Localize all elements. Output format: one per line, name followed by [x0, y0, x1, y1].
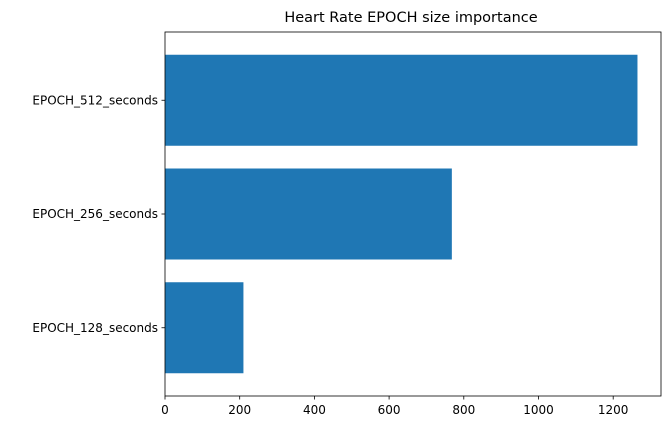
bar-EPOCH_256_seconds: [165, 168, 452, 260]
bar-EPOCH_512_seconds: [165, 54, 638, 146]
y-axis-ticks: EPOCH_128_seconds EPOCH_256_seconds EPOCH_…: [32, 93, 165, 335]
x-axis-ticks: 0 200 400 600 800 1000 1200: [161, 396, 628, 417]
y-tick-label: EPOCH_512_seconds: [32, 93, 158, 107]
chart-title: Heart Rate EPOCH size importance: [284, 10, 537, 26]
x-tick-label: 800: [452, 403, 475, 417]
bar-EPOCH_128_seconds: [165, 282, 244, 374]
x-tick-label: 1000: [523, 403, 554, 417]
x-tick-label: 0: [161, 403, 169, 417]
x-tick-label: 400: [303, 403, 326, 417]
x-tick-label: 600: [378, 403, 401, 417]
x-tick-label: 200: [228, 403, 251, 417]
bars-group: [165, 54, 638, 374]
plot-frame: [164, 31, 662, 397]
x-tick-label: 1200: [598, 403, 629, 417]
y-tick-label: EPOCH_256_seconds: [32, 207, 158, 221]
y-tick-label: EPOCH_128_seconds: [32, 321, 158, 335]
